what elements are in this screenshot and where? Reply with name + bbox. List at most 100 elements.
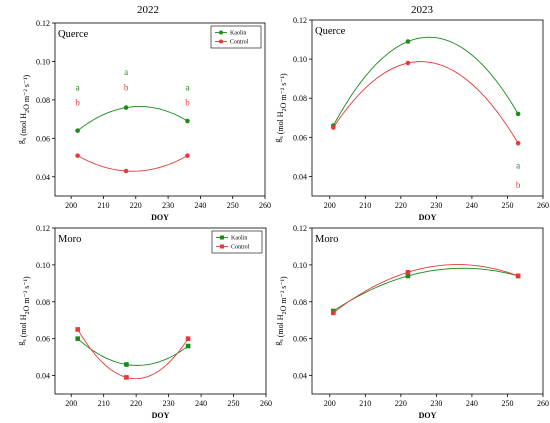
plot-frame (54, 227, 267, 395)
x-tick-label: 220 (395, 399, 407, 408)
x-tick-label: 220 (395, 201, 407, 210)
y-tick-label: 0.06 (36, 134, 50, 143)
y-tick-label: 0.08 (36, 96, 50, 105)
x-tick-label: 200 (324, 399, 336, 408)
legend-swatch-marker (219, 30, 223, 35)
legend-box (210, 25, 262, 49)
legend-swatch-marker (220, 235, 224, 240)
series-line-control (332, 61, 519, 144)
data-point-control (331, 125, 336, 130)
legend-label: Control (230, 40, 249, 46)
y-tick-label: 0.06 (293, 133, 307, 142)
x-tick-label: 240 (194, 201, 206, 210)
series-line-control (77, 329, 189, 380)
x-tick-label: 200 (324, 201, 336, 210)
y-tick-label: 0.10 (36, 261, 50, 270)
x-tick-label: 230 (430, 201, 442, 210)
data-point-kaolin (185, 118, 190, 124)
x-tick-label: 200 (65, 201, 77, 210)
data-point-kaolin (185, 343, 191, 349)
panel-title: Querce (58, 29, 89, 40)
panel-querce-2022: 200 210 220 230 240 250 260 0.04 0.06 0.08 0.10 0.1… (16, 19, 271, 222)
y-axis-title: gs (mol H2O m⁻² s⁻¹) (16, 276, 31, 346)
legend-label: Control (231, 245, 250, 251)
x-tick-label: 230 (163, 399, 175, 408)
panel-title: Querce (315, 26, 346, 37)
x-tick-label: 220 (130, 399, 142, 408)
y-axis-title: gs (mol H2O m⁻² s⁻¹) (273, 276, 288, 346)
data-point-kaolin (405, 39, 411, 44)
data-point-control (123, 168, 129, 174)
data-point-control (124, 375, 129, 380)
panel-title: Moro (315, 234, 338, 245)
legend-label: Kaolin (230, 31, 246, 37)
legend: Kaolin Control (211, 230, 263, 254)
y-axis-title: gs (mol H2O m⁻² s⁻¹) (16, 75, 31, 145)
y-tick-label: 0.12 (293, 224, 307, 233)
y-axis-title: gs (mol H2O m⁻² s⁻¹) (273, 73, 288, 143)
data-point-control (185, 153, 190, 158)
data-point-control (515, 140, 521, 146)
x-tick-label: 230 (162, 201, 174, 210)
x-tick-label: 210 (97, 201, 109, 210)
x-tick-label: 240 (466, 201, 478, 210)
series-line-kaolin (77, 106, 188, 131)
y-tick-label: 0.12 (293, 16, 307, 25)
legend-swatch-marker (220, 244, 224, 249)
x-tick-label: 250 (228, 399, 240, 408)
series-line-control (77, 155, 188, 172)
y-tick-label: 0.08 (293, 298, 307, 307)
x-axis-title: DOY (419, 213, 437, 222)
y-tick-label: 0.08 (36, 298, 50, 307)
x-tick-label: 260 (537, 399, 549, 408)
x-tick-label: 200 (65, 399, 77, 408)
panel-querce-2023: 200 210 220 230 240 250 260 0.04 0.06 0.08 0.10 0.1… (273, 16, 549, 222)
legend: Kaolin Control (210, 25, 262, 49)
x-tick-label: 210 (359, 399, 371, 408)
y-tick-label: 0.04 (293, 372, 307, 381)
series-line-kaolin (333, 267, 519, 312)
data-point-control (331, 310, 336, 316)
x-axis-title: DOY (419, 411, 437, 420)
plot-frame (54, 22, 266, 197)
series-line-kaolin (332, 36, 519, 126)
data-point-control (515, 273, 521, 279)
x-tick-label: 250 (501, 201, 513, 210)
y-tick-label: 0.04 (36, 372, 50, 381)
y-tick-label: 0.04 (293, 172, 307, 181)
x-tick-label: 250 (501, 399, 513, 408)
data-point-kaolin (75, 336, 81, 341)
data-point-control (75, 327, 81, 332)
significance-letter: b (75, 98, 80, 108)
y-tick-label: 0.10 (293, 55, 307, 64)
legend-box (211, 230, 263, 254)
x-tick-label: 260 (537, 201, 549, 210)
data-point-kaolin (405, 273, 411, 279)
data-point-control (185, 336, 191, 341)
significance-letter: a (124, 67, 128, 77)
legend-label: Kaolin (231, 236, 247, 242)
significance-letter: b (516, 180, 521, 190)
significance-letter: b (124, 82, 129, 92)
significance-letter: b (185, 98, 190, 108)
y-tick-label: 0.10 (293, 261, 307, 270)
x-axis-title: DOY (151, 213, 169, 222)
series-line-kaolin (77, 338, 189, 366)
y-tick-label: 0.12 (36, 224, 50, 233)
series-line-control (333, 264, 519, 314)
x-tick-label: 210 (359, 201, 371, 210)
x-tick-label: 230 (430, 399, 442, 408)
y-tick-label: 0.06 (293, 335, 307, 344)
x-tick-label: 260 (260, 399, 272, 408)
x-tick-label: 250 (227, 201, 239, 210)
column-title-2022: 2022 (137, 4, 159, 16)
y-tick-label: 0.12 (36, 19, 50, 28)
plot-frame (311, 19, 544, 197)
panel-moro-2023: 200 210 220 230 240 250 260 0.04 0.06 0.08 0.10 0.1… (273, 224, 549, 420)
data-point-kaolin (123, 105, 129, 110)
x-axis-title: DOY (152, 411, 170, 420)
data-point-control (405, 60, 411, 66)
data-point-control (405, 269, 411, 275)
significance-letter: a (76, 82, 80, 92)
